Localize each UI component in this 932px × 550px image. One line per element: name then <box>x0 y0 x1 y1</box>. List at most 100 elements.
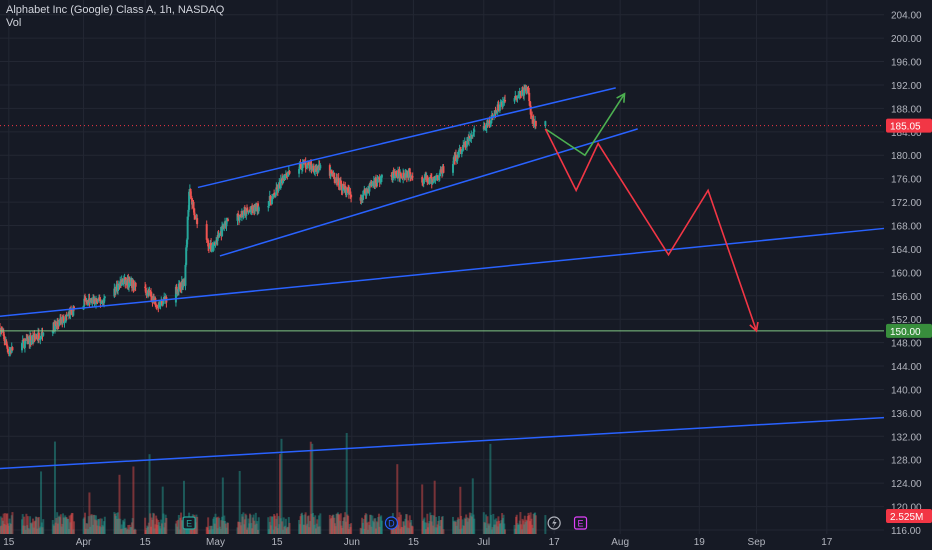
candle-body[interactable] <box>426 175 429 181</box>
candle-body[interactable] <box>526 87 529 91</box>
candle-body[interactable] <box>146 293 149 296</box>
candle-body[interactable] <box>214 241 217 243</box>
candle-body[interactable] <box>30 340 33 343</box>
candle-body[interactable] <box>193 215 196 218</box>
candle-body[interactable] <box>515 96 518 99</box>
candle-body[interactable] <box>442 166 445 173</box>
candle-body[interactable] <box>100 301 103 304</box>
candle-body[interactable] <box>493 114 496 116</box>
candle-body[interactable] <box>121 279 124 283</box>
candle-body[interactable] <box>269 196 272 202</box>
candle-body[interactable] <box>340 183 343 190</box>
candle-body[interactable] <box>226 219 229 221</box>
candle-body[interactable] <box>249 210 252 212</box>
candle-body[interactable] <box>236 213 239 221</box>
candle-body[interactable] <box>301 162 304 169</box>
candle-body[interactable] <box>300 168 303 170</box>
candle-body[interactable] <box>132 280 135 289</box>
candle-body[interactable] <box>314 168 317 172</box>
candle-body[interactable] <box>533 124 536 126</box>
candle-body[interactable] <box>99 300 102 304</box>
candle-body[interactable] <box>347 189 350 191</box>
candle-body[interactable] <box>517 94 520 96</box>
candle-body[interactable] <box>67 314 70 316</box>
candle-body[interactable] <box>158 304 161 306</box>
candle-body[interactable] <box>95 300 98 305</box>
candle-body[interactable] <box>411 176 414 178</box>
candle-body[interactable] <box>35 336 38 339</box>
candle-body[interactable] <box>246 210 249 212</box>
candle-body[interactable] <box>3 335 6 341</box>
candle-body[interactable] <box>216 234 219 241</box>
candle-body[interactable] <box>394 172 397 179</box>
candle-body[interactable] <box>499 104 502 106</box>
candle-body[interactable] <box>0 329 3 331</box>
candle-body[interactable] <box>160 300 163 306</box>
candle-body[interactable] <box>400 176 403 178</box>
candle-body[interactable] <box>298 162 301 169</box>
candle-body[interactable] <box>162 300 165 304</box>
candle-body[interactable] <box>344 185 347 190</box>
candle-body[interactable] <box>205 224 208 240</box>
candle-body[interactable] <box>268 202 271 207</box>
candle-body[interactable] <box>465 141 468 147</box>
candle-body[interactable] <box>380 177 383 181</box>
candle-body[interactable] <box>213 242 216 244</box>
candle-body[interactable] <box>237 213 240 217</box>
candle-body[interactable] <box>154 298 157 306</box>
candle-body[interactable] <box>468 136 471 142</box>
trendline-mid-support[interactable] <box>0 227 885 318</box>
candle-body[interactable] <box>452 157 455 165</box>
candle-body[interactable] <box>284 174 287 180</box>
candle-body[interactable] <box>530 114 533 116</box>
candle-body[interactable] <box>380 174 383 178</box>
candle-body[interactable] <box>185 247 188 265</box>
candle-body[interactable] <box>66 315 69 317</box>
candle-body[interactable] <box>528 101 531 106</box>
candle-body[interactable] <box>177 283 180 292</box>
candle-body[interactable] <box>91 299 94 303</box>
candle-body[interactable] <box>434 177 437 181</box>
candle-body[interactable] <box>122 280 125 282</box>
candle-body[interactable] <box>21 340 24 344</box>
candle-body[interactable] <box>210 249 213 252</box>
candle-body[interactable] <box>128 280 131 288</box>
candle-body[interactable] <box>368 184 371 192</box>
candle-body[interactable] <box>86 300 89 306</box>
candle-body[interactable] <box>306 165 309 169</box>
candle-body[interactable] <box>117 284 120 292</box>
candle-body[interactable] <box>364 189 367 194</box>
candle-body[interactable] <box>189 189 192 196</box>
candle-body[interactable] <box>333 178 336 181</box>
event-marker-dividend[interactable]: D <box>384 516 399 530</box>
candle-body[interactable] <box>307 162 310 165</box>
candle-body[interactable] <box>471 135 474 137</box>
candle-body[interactable] <box>491 114 494 116</box>
candle-body[interactable] <box>54 323 57 325</box>
candle-body[interactable] <box>532 118 535 126</box>
candle-body[interactable] <box>129 281 132 283</box>
candle-body[interactable] <box>100 303 103 305</box>
candle-body[interactable] <box>144 286 147 288</box>
candle-body[interactable] <box>150 295 153 298</box>
candle-body[interactable] <box>23 341 26 348</box>
candle-body[interactable] <box>422 179 425 183</box>
candle-body[interactable] <box>128 280 131 283</box>
candle-body[interactable] <box>350 194 353 198</box>
candle-body[interactable] <box>397 170 400 177</box>
candle-body[interactable] <box>97 299 100 302</box>
candle-body[interactable] <box>186 216 189 240</box>
candle-body[interactable] <box>223 223 226 229</box>
candle-body[interactable] <box>502 100 505 102</box>
candle-body[interactable] <box>468 136 471 139</box>
candle-body[interactable] <box>451 164 454 173</box>
candle-body[interactable] <box>271 197 274 199</box>
candle-body[interactable] <box>527 90 530 93</box>
candle-body[interactable] <box>470 135 473 139</box>
candle-body[interactable] <box>287 172 290 177</box>
candle-body[interactable] <box>86 304 89 306</box>
candle-body[interactable] <box>333 172 336 179</box>
candle-body[interactable] <box>392 171 395 174</box>
candle-body[interactable] <box>513 98 516 102</box>
candle-body[interactable] <box>473 129 476 132</box>
